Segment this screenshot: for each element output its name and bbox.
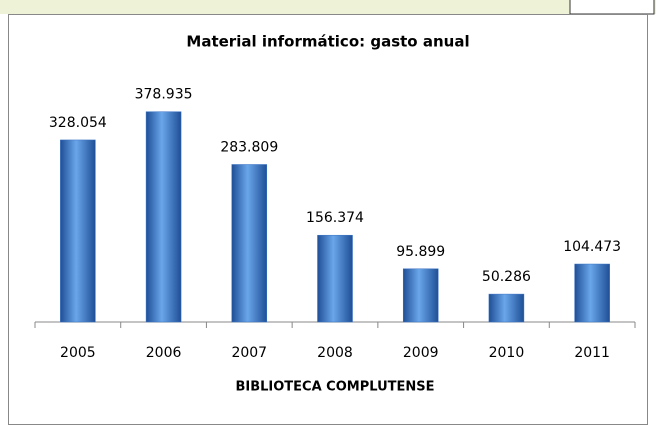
sheet-cell bbox=[569, 0, 655, 15]
x-tick-label: 2005 bbox=[60, 345, 96, 361]
data-label: 95.899 bbox=[396, 244, 445, 260]
data-label: 104.473 bbox=[563, 239, 621, 255]
bar bbox=[60, 139, 96, 323]
sheet-strip bbox=[0, 0, 656, 14]
x-tick-label: 2011 bbox=[574, 345, 610, 361]
bar bbox=[488, 293, 525, 323]
x-tick-label: 2006 bbox=[146, 345, 182, 361]
chart-area bbox=[8, 14, 648, 425]
bar bbox=[231, 164, 268, 323]
x-tick-label: 2009 bbox=[403, 345, 439, 361]
x-tick-label: 2008 bbox=[317, 345, 353, 361]
bar bbox=[402, 268, 439, 323]
bar bbox=[145, 111, 182, 323]
data-label: 156.374 bbox=[306, 210, 364, 226]
data-label: 328.054 bbox=[49, 115, 107, 131]
x-axis-title: BIBLIOTECA COMPLUTENSE bbox=[235, 380, 434, 395]
data-label: 283.809 bbox=[220, 139, 278, 155]
chart-title: Material informático: gasto anual bbox=[186, 33, 469, 51]
bar bbox=[317, 234, 353, 323]
x-tick-label: 2010 bbox=[489, 345, 525, 361]
bar bbox=[574, 263, 610, 323]
data-label: 50.286 bbox=[482, 269, 531, 285]
data-label: 378.935 bbox=[135, 87, 193, 103]
x-tick-label: 2007 bbox=[231, 345, 267, 361]
